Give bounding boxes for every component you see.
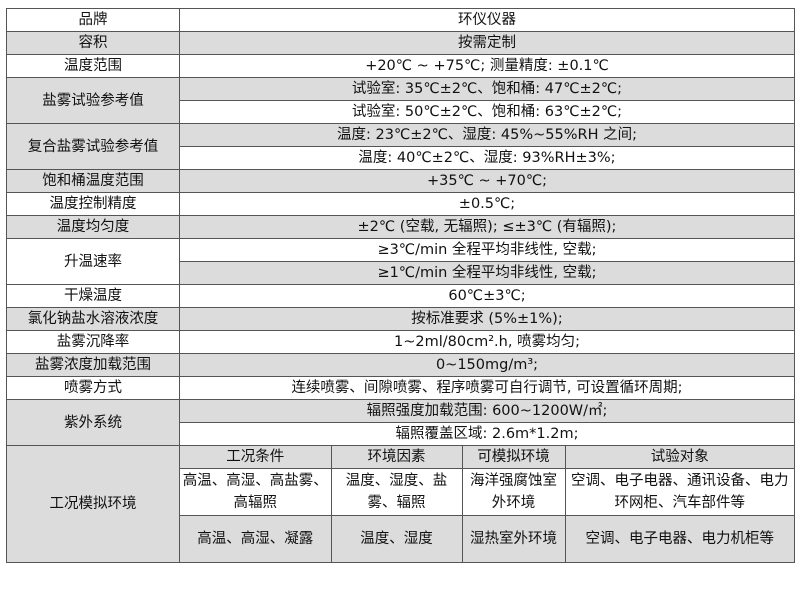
spec-label: 盐雾浓度加载范围 xyxy=(6,353,180,377)
conditions-cell: 湿热室外环境 xyxy=(461,515,566,562)
conditions-header: 试验对象 xyxy=(564,446,794,469)
spec-value: 温度: 23℃±2℃、湿度: 45%~55%RH 之间; xyxy=(179,123,795,147)
spec-label: 紫外系统 xyxy=(6,399,180,446)
spec-row: 氯化钠盐水溶液浓度 按标准要求 (5%±1%); xyxy=(6,307,795,331)
spec-label: 品牌 xyxy=(6,8,180,32)
spec-row: 饱和桶温度范围 +35℃ ~ +70℃; xyxy=(6,169,795,193)
conditions-label: 工况模拟环境 xyxy=(6,445,180,563)
spec-label: 盐雾沉降率 xyxy=(6,330,180,354)
spec-row: 温度控制精度 ±0.5℃; xyxy=(6,192,795,216)
spec-row: 盐雾沉降率 1~2ml/80cm².h, 喷雾均匀; xyxy=(6,330,795,354)
conditions-cell: 高温、高湿、凝露 xyxy=(180,515,332,562)
spec-table: 品牌 环仪仪器 容积 按需定制 温度范围 +20℃ ~ +75℃; 测量精度: ±0.1℃… xyxy=(6,8,795,563)
spec-label: 温度范围 xyxy=(6,54,180,78)
conditions-header: 可模拟环境 xyxy=(461,446,566,469)
spec-row: 温度范围 +20℃ ~ +75℃; 测量精度: ±0.1℃ xyxy=(6,54,795,78)
spec-label: 容积 xyxy=(6,31,180,55)
spec-value: ±0.5℃; xyxy=(179,192,795,216)
spec-value: 环仪仪器 xyxy=(179,8,795,32)
spec-row: 盐雾浓度加载范围 0~150mg/m³; xyxy=(6,353,795,377)
spec-row: 紫外系统 辐照强度加载范围: 600~1200W/㎡; xyxy=(6,399,795,446)
conditions-cell: 温度、湿度 xyxy=(330,515,463,562)
spec-value: 试验室: 35℃±2℃、饱和桶: 47℃±2℃; xyxy=(179,77,795,101)
spec-value: 试验室: 50℃±2℃、饱和桶: 63℃±2℃; xyxy=(179,100,795,124)
spec-value: ±2℃ (空载, 无辐照); ≤±3℃ (有辐照); xyxy=(179,215,795,239)
spec-label: 氯化钠盐水溶液浓度 xyxy=(6,307,180,331)
spec-row: 升温速率 ≥3℃/min 全程平均非线性, 空载; xyxy=(6,238,795,285)
spec-value: 60℃±3℃; xyxy=(179,284,795,308)
conditions-row: 高温、高湿、高盐雾、高辐照 温度、湿度、盐雾、辐照 海洋强腐蚀室外环境 空调、电子电器… xyxy=(180,468,794,516)
spec-label: 温度控制精度 xyxy=(6,192,180,216)
conditions-row: 高温、高湿、凝露 温度、湿度 湿热室外环境 空调、电子电器、电力机柜等 xyxy=(180,515,794,562)
spec-value: 按标准要求 (5%±1%); xyxy=(179,307,795,331)
spec-value: ≥1℃/min 全程平均非线性, 空载; xyxy=(179,261,795,285)
spec-value: 连续喷雾、间隙喷雾、程序喷雾可自行调节, 可设置循环周期; xyxy=(179,376,795,400)
spec-row: 温度均匀度 ±2℃ (空载, 无辐照); ≤±3℃ (有辐照); xyxy=(6,215,795,239)
spec-row: 喷雾方式 连续喷雾、间隙喷雾、程序喷雾可自行调节, 可设置循环周期; xyxy=(6,376,795,400)
spec-value: ≥3℃/min 全程平均非线性, 空载; xyxy=(179,238,795,262)
conditions-table-cell: 工况条件 环境因素 可模拟环境 试验对象 高温、高湿、高盐雾、高辐照 温度、湿度、盐雾、辐… xyxy=(179,445,795,563)
spec-value: 辐照强度加载范围: 600~1200W/㎡; xyxy=(179,399,795,423)
spec-row: 品牌 环仪仪器 xyxy=(6,8,795,32)
spec-value: 1~2ml/80cm².h, 喷雾均匀; xyxy=(179,330,795,354)
spec-label: 干燥温度 xyxy=(6,284,180,308)
spec-row: 试验室: 50℃±2℃、饱和桶: 63℃±2℃; xyxy=(7,100,795,124)
spec-label: 温度均匀度 xyxy=(6,215,180,239)
spec-row: 盐雾试验参考值 试验室: 35℃±2℃、饱和桶: 47℃±2℃; xyxy=(6,77,795,124)
spec-label: 盐雾试验参考值 xyxy=(6,77,180,124)
spec-label: 复合盐雾试验参考值 xyxy=(6,123,180,170)
conditions-cell: 空调、电子电器、通讯设备、电力环网柜、汽车部件等 xyxy=(564,468,794,516)
conditions-cell: 温度、湿度、盐雾、辐照 xyxy=(330,468,463,516)
spec-label: 饱和桶温度范围 xyxy=(6,169,180,193)
spec-value: +20℃ ~ +75℃; 测量精度: ±0.1℃ xyxy=(179,54,795,78)
conditions-header: 工况条件 xyxy=(180,446,332,469)
spec-row: 干燥温度 60℃±3℃; xyxy=(6,284,795,308)
spec-value: 0~150mg/m³; xyxy=(179,353,795,377)
conditions-table: 工况条件 环境因素 可模拟环境 试验对象 高温、高湿、高盐雾、高辐照 温度、湿度、盐雾、辐… xyxy=(180,446,794,562)
spec-row: 复合盐雾试验参考值 温度: 23℃±2℃、湿度: 45%~55%RH 之间; xyxy=(6,123,795,170)
spec-row: ≥1℃/min 全程平均非线性, 空载; xyxy=(7,261,795,285)
spec-label: 升温速率 xyxy=(6,238,180,285)
spec-value: 按需定制 xyxy=(179,31,795,55)
conditions-cell: 高温、高湿、高盐雾、高辐照 xyxy=(180,468,332,516)
spec-row: 辐照覆盖区域: 2.6m*1.2m; xyxy=(7,422,795,446)
spec-row: 容积 按需定制 xyxy=(6,31,795,55)
spec-label: 喷雾方式 xyxy=(6,376,180,400)
spec-value: 辐照覆盖区域: 2.6m*1.2m; xyxy=(179,422,795,446)
conditions-cell: 空调、电子电器、电力机柜等 xyxy=(564,515,794,562)
conditions-header: 环境因素 xyxy=(330,446,463,469)
spec-value: +35℃ ~ +70℃; xyxy=(179,169,795,193)
conditions-cell: 海洋强腐蚀室外环境 xyxy=(461,468,566,516)
spec-value: 温度: 40℃±2℃、湿度: 93%RH±3%; xyxy=(179,146,795,170)
